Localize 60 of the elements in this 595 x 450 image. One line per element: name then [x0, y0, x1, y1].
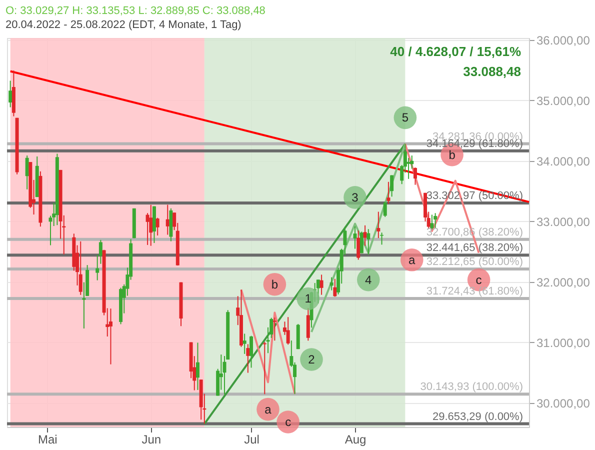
y-tick-label: 30.000,00 [536, 396, 590, 410]
annotation: b [271, 277, 278, 292]
ref-line-label: 31.724,43 (61.80%) [426, 285, 523, 298]
candlestick [363, 224, 367, 246]
candlestick [250, 335, 254, 368]
candlestick [172, 212, 176, 231]
annotation: a [408, 252, 416, 267]
line-series [240, 288, 296, 395]
annotation: c [285, 414, 292, 429]
candlestick [434, 212, 438, 228]
annotation: 2 [308, 352, 316, 366]
candlestick [333, 278, 337, 298]
y-tick-label: 32.000,00 [536, 275, 590, 290]
candlestick [78, 240, 82, 296]
annotation: 3 [352, 190, 359, 204]
annotation: a [264, 402, 272, 416]
candlestick [330, 276, 334, 291]
candlestick [360, 231, 364, 254]
candlestick [246, 344, 250, 374]
x-tick-label: Jun [142, 432, 162, 446]
candlestick [149, 204, 153, 246]
y-tick-label: 35.000,00 [536, 94, 590, 108]
x-tick-label: Aug [344, 432, 366, 446]
x-tick-label: Jul [244, 432, 260, 446]
annotation: c [476, 272, 482, 287]
chart-subtitle: 20.04.2022 - 25.08.2022 (EDT, 4 Monate, 1 Tag) [6, 18, 242, 31]
y-tick-label: 36.000,00 [536, 33, 590, 48]
candlestick [286, 316, 290, 346]
candlestick [272, 317, 276, 342]
x-tick-label: Mai [38, 432, 58, 446]
candlestick [108, 308, 112, 365]
candlestick [390, 174, 394, 198]
annotation: 1 [304, 292, 312, 306]
candlestick [376, 211, 380, 239]
candlestick [413, 167, 417, 186]
chart-title: O: 33.029,27 H: 33.135,53 L: 32.889,85 C: 33.088,48 [6, 4, 266, 17]
annotation: 4 [365, 272, 372, 287]
annotation: 33.088,48 [463, 64, 521, 79]
annotation: 5 [402, 110, 409, 125]
candlestick [8, 80, 12, 108]
candlestick [306, 308, 310, 342]
ref-line-label: 29.653,29 (0.00%) [432, 410, 523, 423]
candlestick [156, 217, 160, 236]
candlestick [242, 333, 246, 354]
candlestick [383, 201, 387, 218]
ref-line-label: 32.212,65 (50.00%) [426, 256, 523, 268]
candlestick [366, 228, 370, 256]
annotation: 40 / 4.628,07 / 15,61% [390, 44, 522, 59]
y-tick-label: 33.000,00 [536, 214, 590, 229]
candlestick [353, 226, 357, 250]
candlestick [356, 230, 360, 260]
candlestick [386, 181, 390, 204]
candlestick [196, 342, 200, 390]
annotation: b [448, 148, 456, 162]
y-tick-label: 31.000,00 [536, 336, 590, 350]
ref-line-label: 32.441,65 (38.20%) [426, 242, 523, 254]
candlestick [320, 274, 324, 296]
line-series [310, 142, 406, 334]
ref-line-label: 30.143,93 (100.00%) [420, 381, 523, 394]
y-tick-label: 34.000,00 [536, 154, 590, 168]
